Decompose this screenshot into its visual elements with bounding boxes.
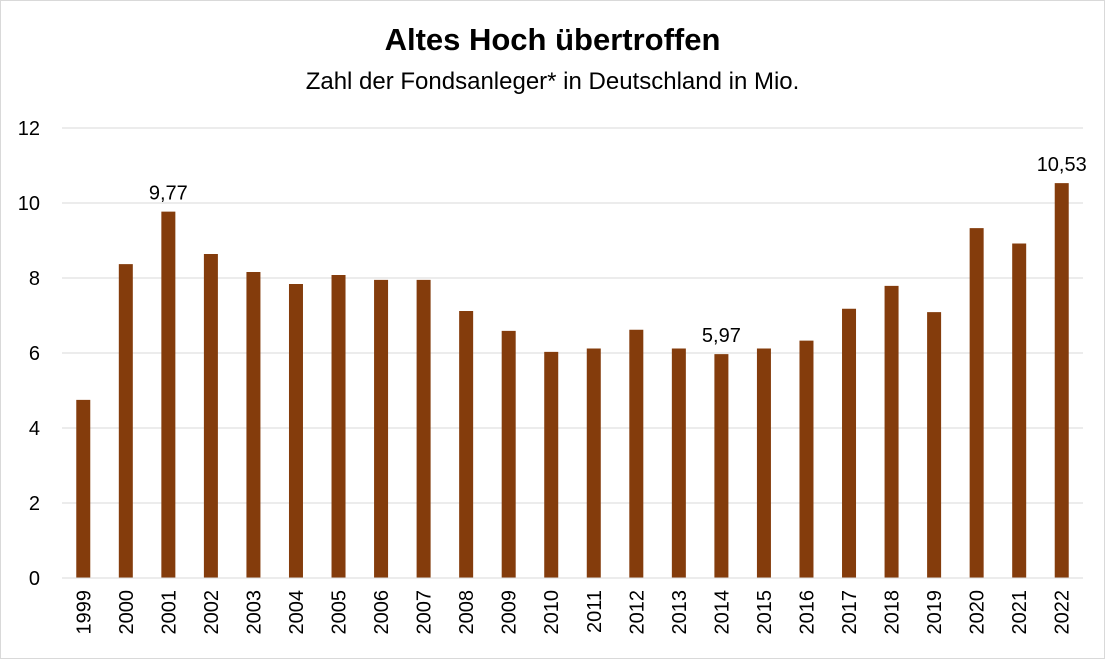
data-label-2001: 9,77 [149,183,188,205]
y-axis-ticks: 0 2 4 6 8 10 12 [18,118,40,590]
y-tick-label: 4 [29,418,40,440]
x-tick-label: 2019 [924,590,946,635]
bar-2017 [842,308,857,578]
bar-2005 [331,275,346,578]
gridlines [62,127,1083,504]
y-tick-label: 10 [18,193,40,215]
x-tick-label: 2009 [499,590,521,635]
bar-2009 [501,330,516,578]
bar-2004 [288,284,303,578]
bar-2013 [671,348,686,578]
bar-2018 [884,285,899,578]
x-tick-label: 2002 [201,590,223,635]
x-tick-label: 2016 [796,590,818,635]
bar-2012 [629,329,644,578]
bar-2001 [161,211,176,578]
x-tick-label: 2000 [116,590,138,635]
data-label-2014: 5,97 [702,325,741,347]
x-tick-label: 2003 [243,590,265,635]
x-tick-label: 2013 [669,590,691,635]
data-label-2022: 10,53 [1037,154,1087,176]
chart-title: Altes Hoch übertroffen [384,22,721,57]
y-tick-label: 12 [18,118,40,140]
bar-2011 [586,348,601,578]
bar-2008 [459,311,474,578]
x-tick-label: 2008 [456,590,478,635]
y-tick-label: 2 [29,493,40,515]
x-tick-label: 2015 [754,590,776,635]
bar-2020 [969,228,984,578]
bar-2019 [927,312,942,578]
x-tick-label: 2006 [371,590,393,635]
x-tick-label: 2010 [541,590,563,635]
x-tick-label: 2011 [584,590,606,633]
x-tick-label: 1999 [73,590,95,635]
bar-2007 [416,279,431,578]
chart-subtitle: Zahl der Fondsanleger* in Deutschland in… [305,68,800,95]
x-tick-label: 2018 [882,590,904,635]
x-tick-label: 2007 [414,590,436,635]
bar-2015 [756,348,771,578]
x-axis-ticks: 1999 2000 2001 2002 2003 2004 2005 2006 2007 2008… [73,590,1073,635]
x-tick-label: 2021 [1009,590,1031,635]
bar-2006 [374,279,389,578]
y-tick-label: 6 [29,343,40,365]
x-tick-label: 2014 [711,590,733,635]
bar-2014 [714,354,729,578]
data-labels: 9,77 5,97 10,53 [149,154,1087,347]
bar-2010 [544,351,559,578]
x-tick-label: 2004 [286,590,308,635]
bar-2022 [1054,183,1069,578]
bars [76,183,1069,578]
y-tick-label: 0 [29,568,40,590]
bar-2016 [799,340,814,578]
bar-2021 [1012,243,1027,578]
x-tick-label: 2022 [1052,590,1074,635]
bar-2003 [246,272,261,578]
x-tick-label: 2020 [967,590,989,635]
x-tick-label: 2017 [839,590,861,635]
x-tick-label: 2005 [329,590,351,635]
bar-2000 [118,264,133,578]
x-tick-label: 2001 [158,590,180,635]
bar-2002 [203,254,218,578]
x-tick-label: 2012 [626,590,648,635]
y-tick-label: 8 [29,268,40,290]
bar-1999 [76,399,91,578]
